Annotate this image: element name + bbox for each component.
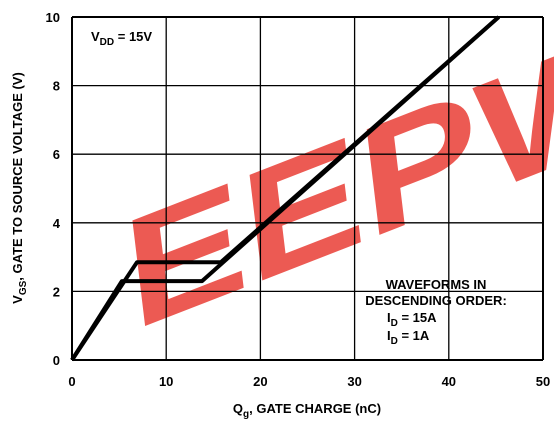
eepw-watermark: EEPW bbox=[117, 0, 554, 364]
x-tick-label: 40 bbox=[442, 374, 456, 389]
x-tick-label: 10 bbox=[159, 374, 173, 389]
grid-lines bbox=[71, 16, 544, 361]
x-tick-label: 20 bbox=[253, 374, 267, 389]
legend-id-15a: ID = 15A bbox=[387, 310, 437, 329]
tick-labels: 0 10 20 30 40 50 0 2 4 6 8 10 bbox=[46, 10, 551, 389]
y-tick-label: 4 bbox=[53, 216, 61, 231]
vdd-annotation: VDD = 15V bbox=[91, 29, 152, 48]
y-tick-label: 0 bbox=[53, 353, 60, 368]
x-axis-title: Qg, GATE CHARGE (nC) bbox=[233, 401, 381, 420]
x-tick-label: 50 bbox=[536, 374, 550, 389]
legend-id-1a: ID = 1A bbox=[387, 328, 430, 347]
y-tick-label: 2 bbox=[53, 284, 60, 299]
legend-line-2: DESCENDING ORDER: bbox=[365, 293, 507, 308]
svg-text:EEPW: EEPW bbox=[117, 0, 554, 364]
series-lines bbox=[70, 15, 501, 362]
x-tick-label: 0 bbox=[68, 374, 75, 389]
waveform-legend: WAVEFORMS IN DESCENDING ORDER: ID = 15A … bbox=[365, 277, 507, 347]
y-tick-label: 10 bbox=[46, 10, 60, 25]
legend-line-1: WAVEFORMS IN bbox=[386, 277, 487, 292]
series-line-2 bbox=[70, 15, 501, 362]
y-tick-label: 8 bbox=[53, 79, 60, 94]
y-axis-title: VGS, GATE TO SOURCE VOLTAGE (V) bbox=[10, 72, 29, 304]
y-tick-label: 6 bbox=[53, 147, 60, 162]
x-tick-label: 30 bbox=[347, 374, 361, 389]
